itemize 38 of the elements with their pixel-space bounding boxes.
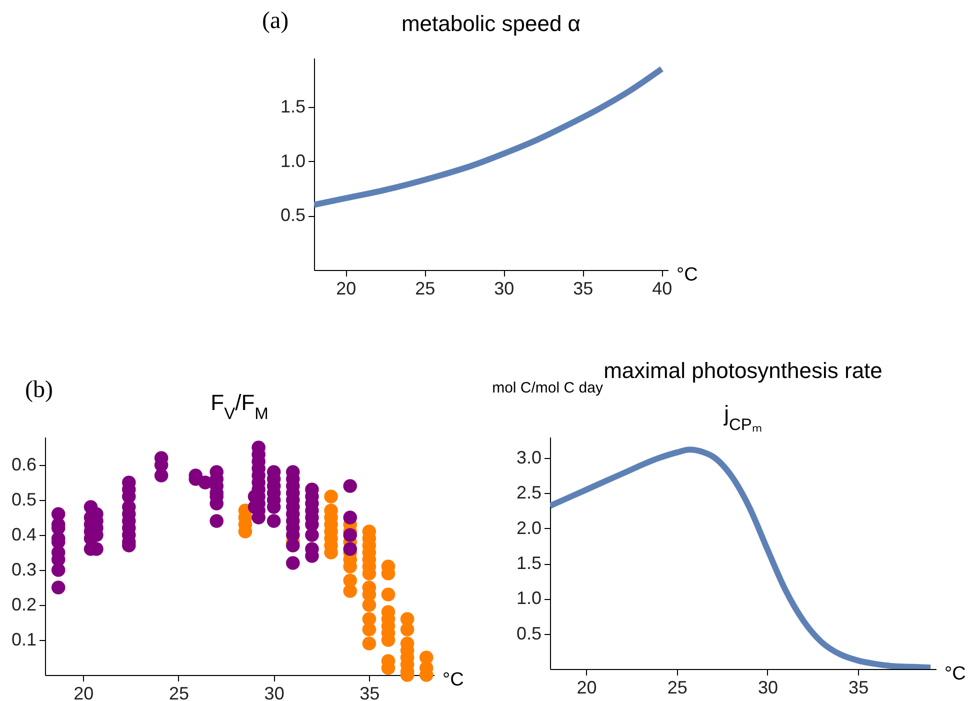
y-tick-label: 1.5 (280, 96, 306, 116)
x-tick-label: 25 (415, 278, 436, 298)
y-tick-label: 0.1 (11, 630, 36, 650)
x-axis-title: °C (676, 264, 698, 286)
y-tick-label: 0.5 (516, 623, 542, 644)
x-tick-label: 35 (848, 678, 869, 698)
y-tick-label: 0.5 (11, 490, 36, 510)
x-tick-label: 30 (758, 678, 778, 698)
y-tick-label: 0.3 (11, 560, 36, 580)
x-tick-label: 30 (494, 278, 514, 298)
x-tick-label: 40 (652, 278, 672, 298)
x-tick-label: 25 (168, 684, 189, 701)
y-tick-label: 0.6 (11, 454, 36, 474)
y-tick-label: 2.0 (516, 518, 542, 538)
x-tick-label: 20 (336, 278, 356, 298)
y-axis-title: mol C/mol C day (492, 380, 604, 396)
y-tick-label: 0.4 (11, 524, 36, 544)
y-tick-label: 0.5 (280, 205, 306, 226)
y-tick-label: 0.2 (11, 594, 36, 614)
x-axis-title: °C (944, 664, 966, 684)
x-axis-title: °C (442, 670, 464, 690)
y-tick-label: 1.5 (516, 553, 542, 574)
text: (b) (25, 377, 53, 404)
chart-title: maximal photosynthesis rate (604, 358, 882, 383)
chart-title: F$_{V}$/F$_{M}$ (210, 390, 268, 423)
y-tick-label: 3.0 (516, 448, 542, 468)
y-tick-label: 2.5 (516, 482, 542, 503)
y-tick-label: 1.0 (280, 150, 306, 171)
x-tick-label: 25 (667, 678, 688, 698)
x-tick-label: 35 (360, 684, 380, 701)
x-tick-label: 20 (576, 678, 597, 698)
text: (a) (262, 8, 289, 35)
chart-subtitle: j$_{CPₘ}$ (723, 401, 762, 434)
x-tick-label: 35 (573, 278, 594, 298)
chart-title: metabolic speed α (401, 11, 581, 36)
y-tick-label: 1.0 (516, 588, 542, 608)
x-tick-label: 20 (74, 684, 94, 701)
x-tick-label: 30 (264, 684, 284, 701)
